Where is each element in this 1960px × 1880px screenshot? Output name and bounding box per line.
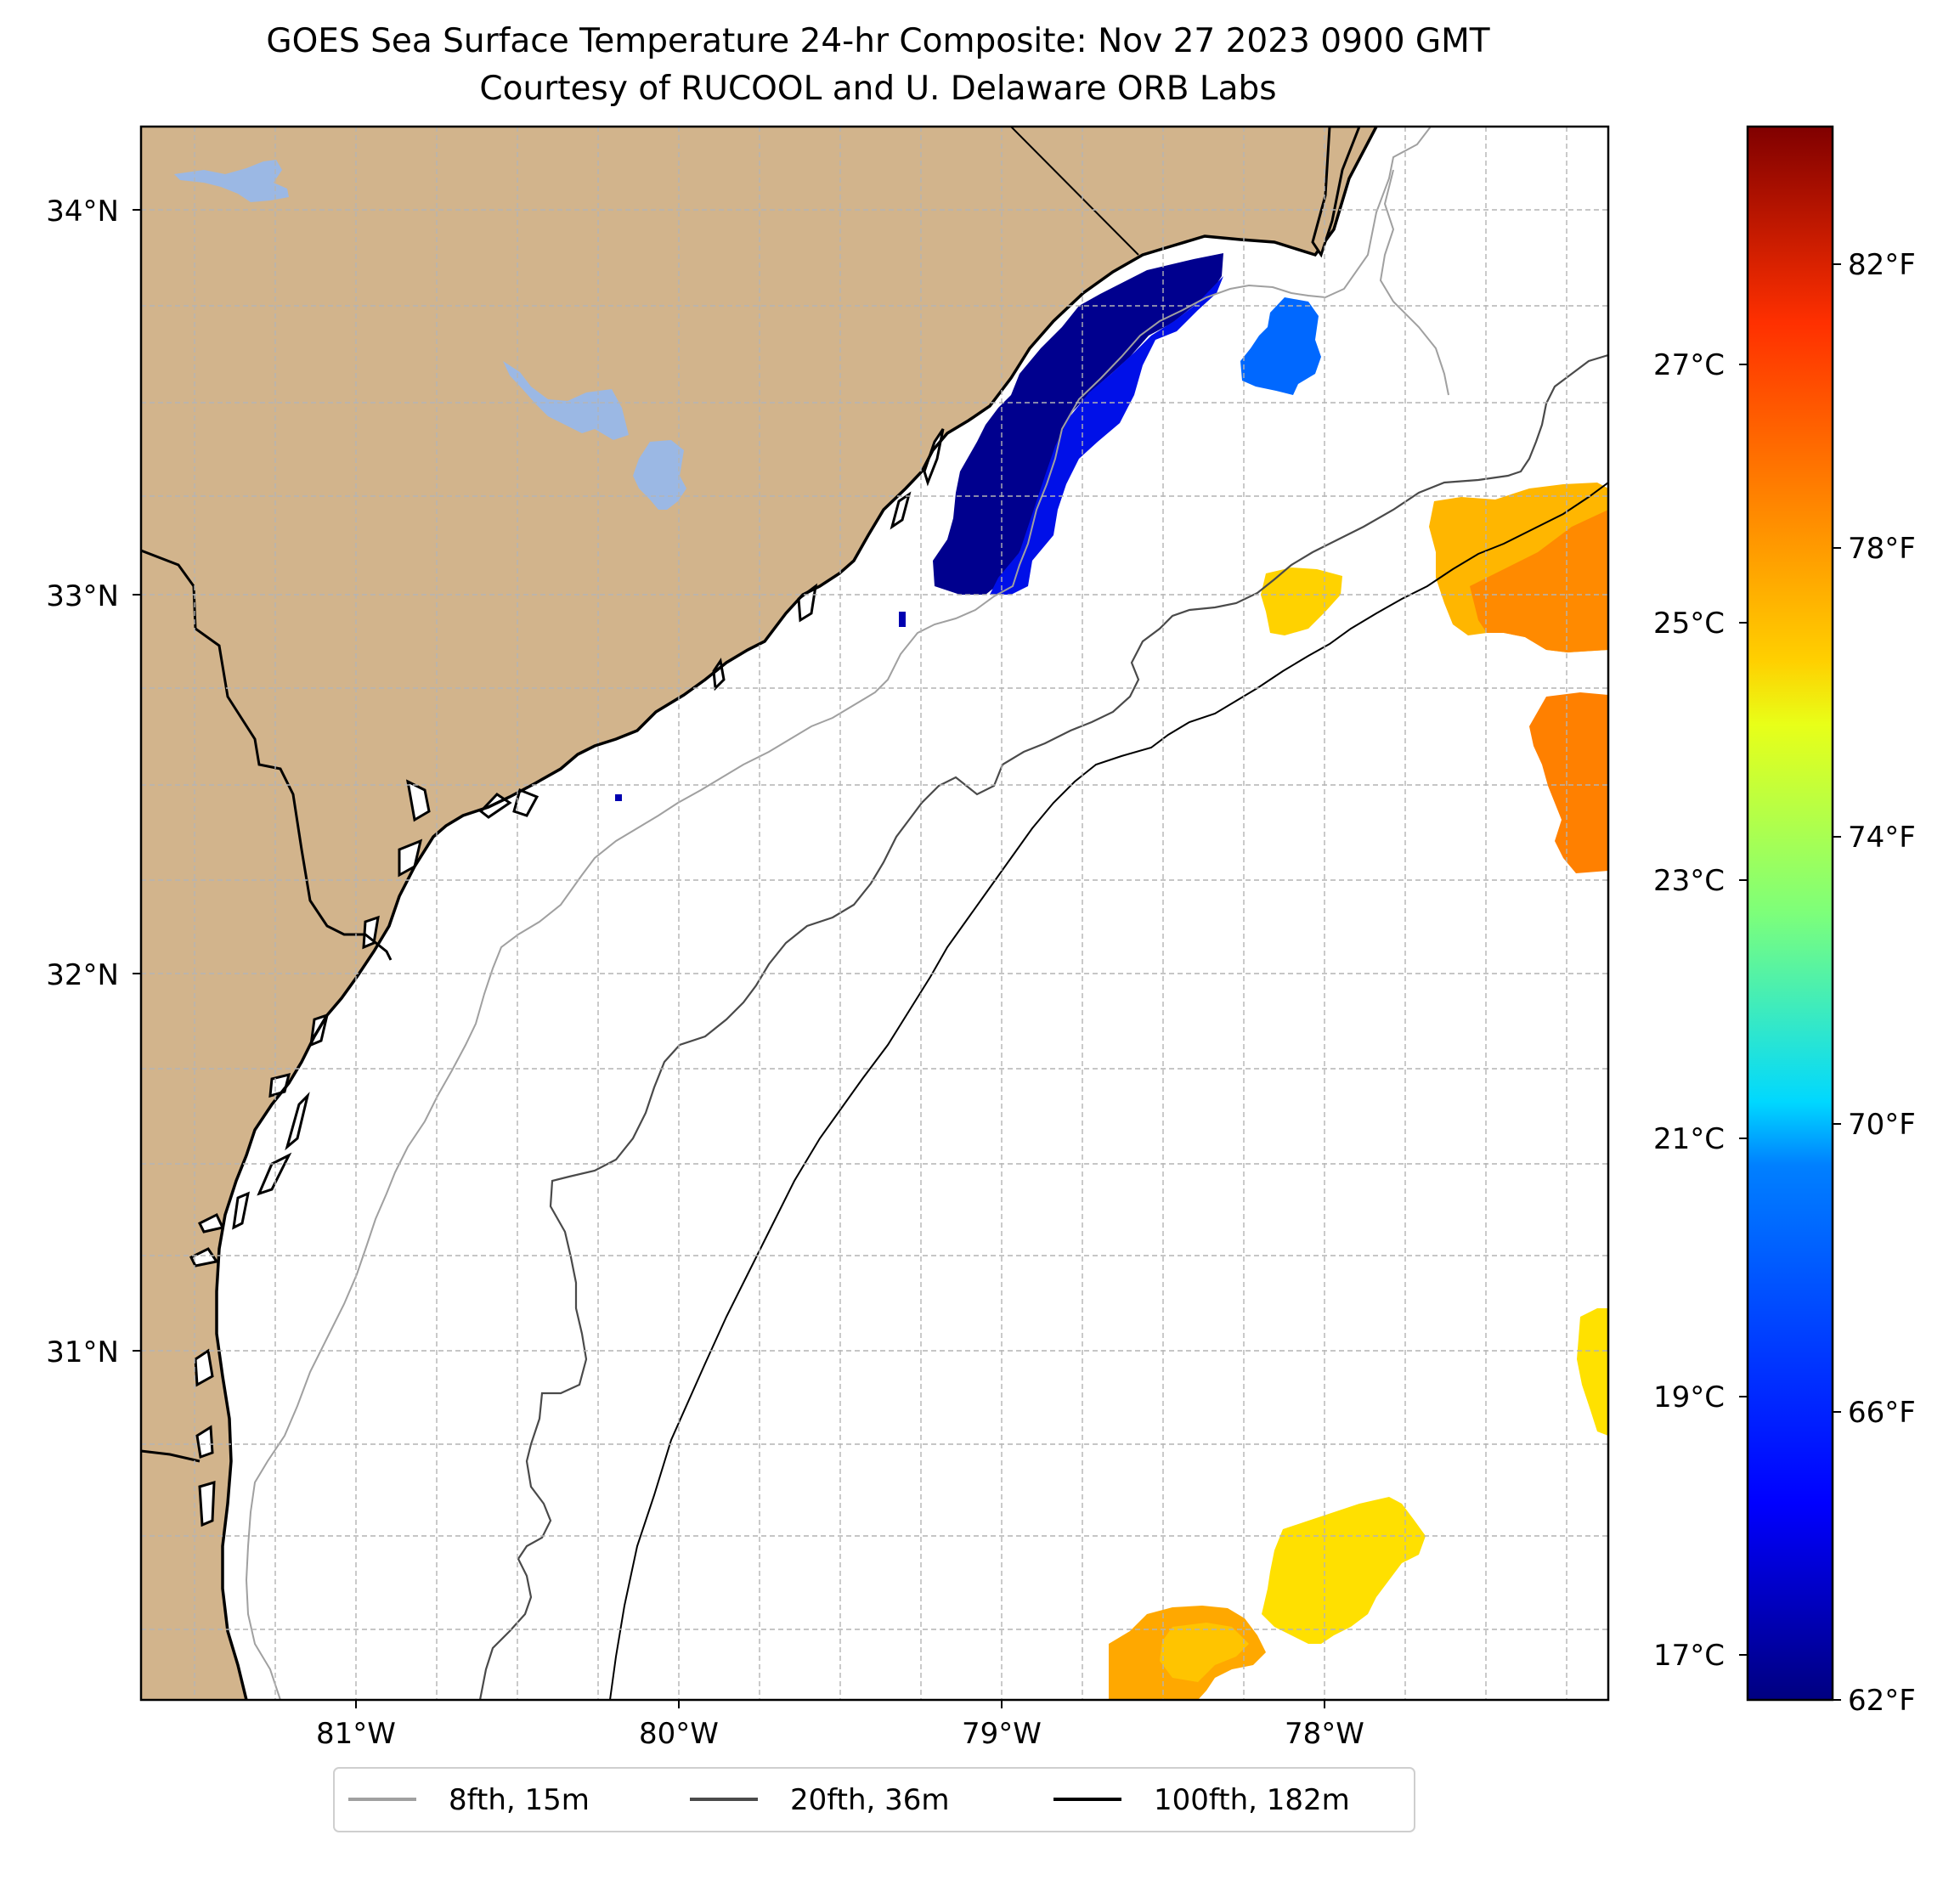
contour-20fth xyxy=(478,353,1608,1700)
cbar-f-66: 66°F xyxy=(1848,1396,1916,1430)
lon-label-80: 80°W xyxy=(639,1717,719,1751)
cbar-c-17: 17°C xyxy=(1653,1639,1725,1673)
lon-label-79: 79°W xyxy=(962,1717,1042,1751)
cbar-f-74: 74°F xyxy=(1848,821,1916,855)
graticule xyxy=(141,127,1608,1700)
coastline xyxy=(215,127,1378,1700)
lon-label-78: 78°W xyxy=(1285,1717,1364,1751)
lat-label-31: 31°N xyxy=(46,1335,119,1369)
lat-label-34: 34°N xyxy=(46,195,119,229)
legend-label-100fth: 100fth, 182m xyxy=(1154,1783,1350,1817)
legend: 8fth, 15m 20fth, 36m 100fth, 182m xyxy=(333,1767,1415,1832)
sst-gulfstream-mid xyxy=(1529,692,1608,873)
contour-8fth xyxy=(245,127,1432,1700)
legend-label-20fth: 20fth, 36m xyxy=(790,1783,950,1817)
lat-label-32: 32°N xyxy=(46,958,119,992)
chart-title: GOES Sea Surface Temperature 24-hr Compo… xyxy=(266,22,1490,60)
contour-8fth-north xyxy=(1379,169,1449,396)
cbar-c-27: 27°C xyxy=(1653,348,1725,382)
cbar-c-19: 19°C xyxy=(1653,1380,1725,1414)
legend-label-8fth: 8fth, 15m xyxy=(449,1783,590,1817)
lat-label-33: 33°N xyxy=(46,579,119,613)
sst-gulfstream-orange xyxy=(1470,510,1608,652)
sst-southeast xyxy=(1577,1308,1608,1436)
sst-speck-2 xyxy=(615,794,622,801)
sst-south-orange-yellow xyxy=(1160,1623,1249,1682)
cbar-f-62: 62°F xyxy=(1848,1684,1916,1718)
land-mass xyxy=(141,127,1376,1700)
lon-label-81: 81°W xyxy=(316,1717,396,1751)
sst-south-yellow xyxy=(1262,1497,1426,1644)
cbar-f-82: 82°F xyxy=(1848,248,1916,282)
sst-patches xyxy=(615,253,1608,1700)
sst-inner-shelf-band xyxy=(990,276,1223,595)
chart-subtitle: Courtesy of RUCOOL and U. Delaware ORB L… xyxy=(479,70,1277,108)
cbar-f-78: 78°F xyxy=(1848,532,1916,566)
map-frame xyxy=(139,125,1610,1702)
legend-box xyxy=(333,1767,1415,1832)
sst-shelf-warm xyxy=(1261,567,1342,635)
sst-speck-1 xyxy=(899,612,906,627)
sst-cold-band xyxy=(933,253,1223,595)
state-border xyxy=(1010,127,1139,256)
cbar-c-23: 23°C xyxy=(1653,864,1725,898)
sst-offshore-cool xyxy=(1240,297,1321,395)
cbar-c-25: 25°C xyxy=(1653,607,1725,641)
axis-ticks xyxy=(133,209,1325,1708)
georgia-florida-border xyxy=(141,1449,201,1463)
colorbar xyxy=(1746,125,1834,1702)
cbar-c-21: 21°C xyxy=(1653,1122,1725,1156)
cbar-f-70: 70°F xyxy=(1848,1108,1916,1142)
colorbar-ticks xyxy=(1739,263,1841,1701)
lakes xyxy=(174,160,686,510)
